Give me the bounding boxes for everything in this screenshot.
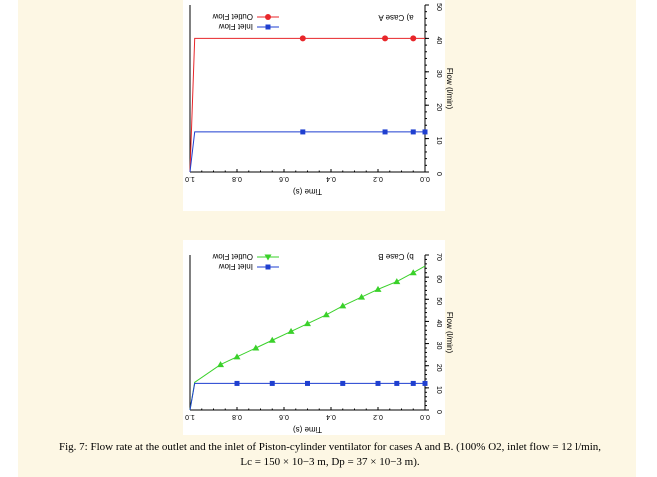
data-point-outlet-flow [268, 336, 276, 343]
data-point-outlet-flow [358, 293, 366, 300]
data-point-inlet-flow [422, 129, 428, 135]
y-tick-label-10: 10 [435, 386, 442, 394]
x-tick-label-1: 1.0 [185, 175, 195, 182]
data-point-inlet-flow [394, 380, 400, 386]
x-tick-label-0-8: 0.8 [232, 175, 242, 182]
chart-case-b: 0.0 0.2 0.4 0.6 0.8 1.0 0 10 20 30 40 50 60 70 Time (s… [185, 252, 454, 434]
y-tick-label-40: 40 [435, 37, 442, 45]
caption-line-2: Lc = 150 × 10−3 m, Dp = 37 × 10−3 m). [240, 456, 420, 468]
chart-case-a: 0.0 0.2 0.4 0.6 0.8 1.0 0 10 20 30 40 50 Time (s) Flo… [185, 3, 454, 196]
y-tick-label-40: 40 [435, 320, 442, 328]
data-point-inlet-flow [305, 380, 310, 386]
x-tick-label-1: 1.0 [185, 413, 195, 420]
legend-label: Inlet Flow [219, 262, 253, 271]
x-tick-label-0-2: 0.2 [373, 175, 383, 182]
y-tick-label-20: 20 [435, 103, 442, 111]
y-tick-label-50: 50 [435, 3, 442, 11]
data-point-outlet-flow [339, 302, 347, 309]
legend-entry-inlet-flow: Inlet Flow [219, 22, 279, 31]
series-line-inlet-flow [189, 382, 425, 411]
y-tick-label-70: 70 [435, 253, 442, 261]
data-point-outlet-flow [304, 320, 311, 327]
legend-entry-outlet-flow: Outlet Flow [212, 252, 279, 261]
data-point-inlet-flow [340, 380, 346, 386]
y-tick-label-0: 0 [435, 172, 442, 176]
legend-marker [265, 264, 271, 270]
series-line-inlet-flow [189, 131, 425, 173]
legend-label: Inlet Flow [219, 22, 253, 31]
x-tick-label-0-8: 0.8 [232, 413, 242, 420]
x-tick-label-0: 0.0 [420, 413, 430, 420]
data-point-outlet-flow [233, 353, 241, 360]
y-tick-label-50: 50 [435, 297, 442, 305]
data-point-inlet-flow [375, 380, 381, 386]
y-tick-label-30: 30 [435, 70, 442, 78]
data-point-inlet-flow [234, 380, 240, 386]
series-line-outlet-flow [189, 37, 425, 173]
x-tick-label-0: 0.0 [420, 175, 430, 182]
panel-label: b) Case B [378, 252, 414, 261]
y-tick-label-20: 20 [435, 364, 442, 372]
y-tick-label-0: 0 [435, 410, 442, 414]
legend-marker [265, 14, 271, 20]
data-point-outlet-flow [217, 361, 225, 368]
data-point-inlet-flow [269, 380, 275, 386]
legend-label: Outlet Flow [212, 252, 253, 261]
data-point-inlet-flow [410, 380, 416, 386]
x-tick-label-0-6: 0.6 [279, 175, 289, 182]
data-point-outlet-flow [322, 311, 330, 318]
y-tick-label-60: 60 [435, 275, 442, 283]
legend-entry-outlet-flow: Outlet Flow [212, 12, 279, 21]
data-point-outlet-flow [409, 269, 417, 276]
panel-label: a) Case A [378, 13, 414, 22]
panel-b-background [183, 240, 445, 435]
figure-caption: Fig. 7: Flow rate at the outlet and the … [34, 440, 626, 470]
x-axis-title: Time (s) [293, 425, 322, 434]
legend-marker [264, 254, 272, 261]
data-point-outlet-flow [299, 35, 306, 42]
legend-label: Outlet Flow [212, 12, 253, 21]
y-axis-title: Flow (l/min) [445, 312, 454, 354]
x-tick-label-0-4: 0.4 [326, 413, 336, 420]
panel-a-background [183, 0, 445, 211]
legend-entry-inlet-flow: Inlet Flow [219, 262, 279, 271]
data-point-outlet-flow [287, 327, 295, 334]
data-point-inlet-flow [410, 129, 416, 135]
caption-line-1: Fig. 7: Flow rate at the outlet and the … [58, 441, 602, 453]
y-axis-title: Flow (l/min) [445, 68, 454, 110]
x-axis-title: Time (s) [293, 187, 322, 196]
data-point-outlet-flow [410, 35, 417, 42]
data-point-outlet-flow [374, 285, 382, 292]
x-tick-label-0-6: 0.6 [279, 413, 289, 420]
data-point-inlet-flow [300, 129, 306, 135]
legend-marker [265, 24, 271, 30]
data-point-inlet-flow [422, 380, 428, 386]
y-tick-label-30: 30 [435, 342, 442, 350]
data-point-outlet-flow [393, 278, 401, 285]
data-point-outlet-flow [382, 35, 389, 42]
x-tick-label-0-2: 0.2 [373, 413, 383, 420]
data-point-inlet-flow [382, 129, 388, 135]
x-tick-label-0-4: 0.4 [326, 175, 336, 182]
data-point-outlet-flow [252, 344, 260, 351]
y-tick-label-10: 10 [435, 137, 442, 145]
